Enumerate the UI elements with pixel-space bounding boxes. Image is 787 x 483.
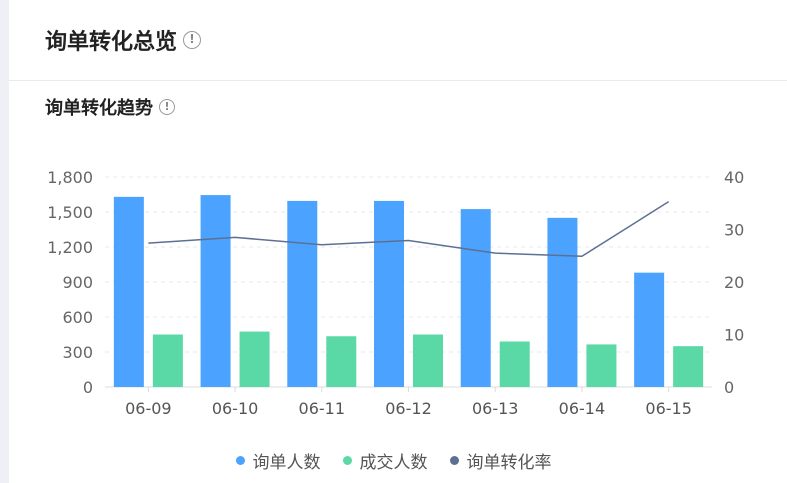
info-icon[interactable]: !: [159, 99, 175, 115]
bar-deals: [673, 346, 704, 387]
legend-dot-icon: [235, 456, 245, 465]
page-title: 询单转化总览 !: [45, 24, 202, 56]
bar-deals: [326, 336, 357, 387]
y-left-tick-label: 300: [62, 343, 93, 362]
y-right-tick-label: 20: [724, 273, 744, 292]
y-left-tick-label: 900: [62, 273, 93, 292]
x-tick-label: 06-15: [645, 399, 692, 418]
legend-label: 询单人数: [252, 453, 321, 473]
legend-label: 成交人数: [359, 453, 428, 473]
x-tick-label: 06-13: [472, 399, 519, 418]
y-left-tick-label: 1,500: [47, 203, 93, 222]
y-right-tick-label: 0: [724, 378, 734, 397]
x-tick-label: 06-11: [299, 399, 346, 418]
x-tick-label: 06-09: [125, 399, 172, 418]
y-left-tick-label: 1,800: [47, 168, 93, 187]
bar-inquiries: [113, 196, 144, 387]
x-tick-label: 06-12: [385, 399, 432, 418]
chart-legend: 询单人数 成交人数 询单转化率: [0, 448, 787, 473]
legend-label: 询单转化率: [466, 453, 552, 473]
legend-item-deals[interactable]: 成交人数: [342, 448, 428, 473]
y-right-tick-label: 30: [724, 221, 744, 240]
bar-deals: [152, 334, 183, 387]
bar-inquiries: [634, 272, 665, 387]
panel-header: 询单转化总览 !: [9, 0, 787, 81]
bar-inquiries: [374, 200, 404, 387]
bar-deals: [586, 344, 617, 387]
section-title: 询单转化趋势 !: [45, 94, 175, 120]
section-title-text: 询单转化趋势: [45, 98, 153, 119]
bar-inquiries: [287, 200, 318, 387]
bar-deals: [413, 334, 443, 387]
left-rail: [0, 0, 9, 483]
y-right-tick-label: 40: [724, 168, 744, 187]
trend-chart: 0 300 600 900 1,200 1,500 1,800 0 10 20 30 40 06-09 0…: [47, 168, 744, 418]
x-tick-label: 06-14: [559, 399, 606, 418]
info-icon[interactable]: !: [183, 31, 202, 49]
bar-inquiries: [200, 195, 231, 387]
bar-deals: [239, 331, 270, 387]
legend-dot-icon: [449, 456, 459, 465]
legend-dot-icon: [342, 456, 352, 465]
bar-inquiries: [547, 217, 578, 387]
legend-item-rate[interactable]: 询单转化率: [449, 448, 552, 473]
bar-inquiries: [460, 209, 491, 387]
y-left-tick-label: 600: [62, 308, 93, 327]
bar-deals: [499, 341, 530, 387]
x-tick-label: 06-10: [212, 399, 259, 418]
y-left-tick-label: 0: [83, 378, 93, 397]
legend-item-inquiries[interactable]: 询单人数: [235, 448, 321, 473]
page-title-text: 询单转化总览: [45, 30, 178, 55]
y-left-tick-label: 1,200: [47, 238, 93, 257]
y-right-tick-label: 10: [724, 326, 744, 345]
